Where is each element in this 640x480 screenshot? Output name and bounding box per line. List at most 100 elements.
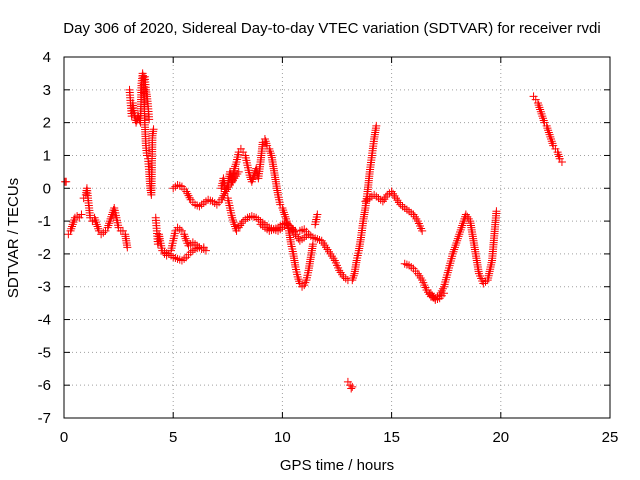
x-axis-label: GPS time / hours [280, 457, 394, 474]
data-point [544, 126, 553, 135]
data-point [348, 276, 357, 285]
data-point [456, 228, 465, 237]
data-point [456, 225, 465, 234]
grid [64, 57, 610, 418]
data-point [546, 132, 555, 141]
data-series-13 [311, 210, 322, 229]
data-point [348, 382, 357, 391]
data-point [453, 236, 462, 245]
data-series-11 [256, 218, 313, 245]
axis-ticks: 0 5 10 15 20 25 -7 -6 -5 -4 -3 -2 -1 0 1 2 3 4 [38, 49, 619, 446]
x-tick-label: 15 [383, 429, 400, 446]
data-point [182, 187, 191, 196]
y-tick-label: -1 [38, 213, 51, 230]
data-point [349, 273, 358, 282]
data-point [219, 191, 228, 200]
y-tick-label: 4 [43, 49, 51, 66]
data-point [308, 240, 317, 249]
data-series-2 [64, 210, 86, 239]
data-series-16 [361, 187, 427, 235]
data-point [538, 112, 547, 121]
data-point [535, 103, 544, 112]
data-point [149, 125, 158, 134]
chart-title: Day 306 of 2020, Sidereal Day-to-day VTE… [63, 20, 600, 37]
data-point [180, 254, 189, 263]
data-point [107, 212, 116, 221]
data-point [99, 228, 108, 237]
data-series-5 [140, 72, 154, 124]
data-series-19 [529, 92, 566, 167]
data-point [228, 215, 237, 224]
y-tick-label: 3 [43, 82, 51, 99]
data-series-4 [125, 69, 158, 199]
data-point [199, 243, 208, 252]
y-tick-label: 0 [43, 180, 51, 197]
data-point [457, 223, 466, 232]
data-point [438, 284, 447, 293]
data-point [545, 130, 554, 139]
data-point [458, 221, 467, 230]
data-point [440, 289, 449, 298]
data-point [62, 177, 71, 186]
data-series-7 [160, 243, 208, 265]
data-series-3 [79, 184, 132, 252]
data-point [231, 160, 240, 169]
data-point [234, 167, 243, 176]
y-tick-label: -4 [38, 312, 51, 329]
data-point [372, 121, 381, 130]
data-point [539, 114, 548, 123]
data-point [280, 210, 289, 219]
y-tick-label: -3 [38, 279, 51, 296]
y-tick-label: 1 [43, 147, 51, 164]
y-tick-label: -7 [38, 410, 51, 427]
data-point [536, 107, 545, 116]
data-point [105, 219, 114, 228]
data-point [536, 105, 545, 114]
data-point [451, 241, 460, 250]
data-series-1 [61, 177, 71, 186]
data-series-10 [223, 194, 352, 285]
data-point [349, 271, 358, 280]
data-point [298, 226, 307, 235]
data-series-18 [426, 289, 449, 304]
data-point [537, 109, 546, 118]
x-tick-label: 20 [492, 429, 509, 446]
data-point [544, 128, 553, 137]
data-point [123, 243, 132, 252]
data-point [458, 219, 467, 228]
y-axis-label: SDTVAR / TECUs [5, 178, 22, 298]
data-point [231, 162, 240, 171]
data-point [279, 208, 288, 217]
data-point [184, 191, 193, 200]
data-point [557, 158, 566, 167]
data-point [347, 384, 356, 393]
data-series-12 [265, 144, 317, 291]
data-point [181, 234, 190, 243]
data-point [175, 225, 184, 234]
data-point [68, 222, 77, 231]
data-point [294, 275, 303, 284]
x-tick-label: 10 [274, 429, 291, 446]
data-point [547, 135, 556, 144]
data-point [341, 274, 350, 283]
data-point [547, 137, 556, 146]
data-point [142, 151, 151, 160]
data-point [145, 115, 154, 124]
x-tick-label: 5 [169, 429, 177, 446]
data-point [266, 149, 275, 158]
y-tick-label: -5 [38, 344, 51, 361]
data-point [185, 193, 194, 202]
data-point [450, 245, 459, 254]
data-point [183, 189, 192, 198]
x-tick-label: 0 [60, 429, 68, 446]
data-point [492, 207, 501, 216]
data-series-6 [151, 213, 210, 260]
data-series-9 [217, 135, 272, 196]
data-point [217, 195, 226, 204]
data-point [313, 210, 322, 219]
data-points [61, 69, 566, 393]
data-point [418, 226, 427, 235]
y-tick-label: -6 [38, 377, 51, 394]
plot-frame [63, 56, 611, 419]
